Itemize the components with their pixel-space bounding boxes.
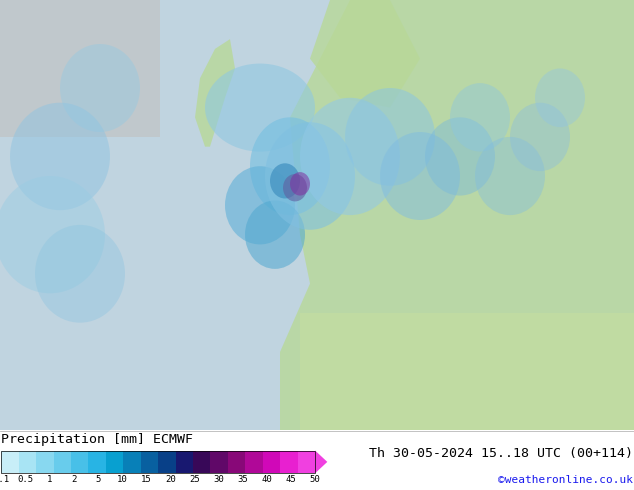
- Bar: [158, 450, 176, 473]
- Bar: [176, 450, 193, 473]
- Ellipse shape: [270, 163, 300, 198]
- Bar: [71, 450, 88, 473]
- Text: 15: 15: [141, 475, 152, 484]
- Text: 0.1: 0.1: [0, 475, 10, 484]
- Ellipse shape: [283, 174, 307, 201]
- Text: Th 30-05-2024 15..18 UTC (00+114): Th 30-05-2024 15..18 UTC (00+114): [369, 447, 633, 460]
- Ellipse shape: [380, 132, 460, 220]
- Text: 5: 5: [95, 475, 101, 484]
- Ellipse shape: [225, 166, 295, 245]
- Ellipse shape: [290, 172, 310, 196]
- Ellipse shape: [535, 69, 585, 127]
- Ellipse shape: [510, 103, 570, 171]
- Bar: [1, 450, 19, 473]
- Bar: [123, 450, 141, 473]
- Ellipse shape: [245, 200, 305, 269]
- Bar: [141, 450, 158, 473]
- Text: 25: 25: [189, 475, 200, 484]
- Ellipse shape: [300, 98, 400, 215]
- Text: 50: 50: [310, 475, 320, 484]
- Polygon shape: [195, 39, 235, 147]
- Text: Precipitation [mm] ECMWF: Precipitation [mm] ECMWF: [1, 433, 193, 446]
- Polygon shape: [310, 0, 420, 108]
- Bar: [1, 450, 315, 473]
- Ellipse shape: [0, 176, 105, 294]
- Bar: [89, 450, 106, 473]
- Ellipse shape: [205, 64, 315, 151]
- Bar: [280, 450, 298, 473]
- Bar: [36, 450, 53, 473]
- Ellipse shape: [265, 122, 355, 230]
- Bar: [228, 450, 245, 473]
- Bar: [245, 450, 262, 473]
- Ellipse shape: [475, 137, 545, 215]
- Ellipse shape: [450, 83, 510, 151]
- Polygon shape: [315, 450, 327, 473]
- Text: 0.5: 0.5: [17, 475, 34, 484]
- Bar: [53, 450, 71, 473]
- Bar: [193, 450, 210, 473]
- Bar: [210, 450, 228, 473]
- Polygon shape: [280, 0, 634, 430]
- Ellipse shape: [35, 225, 125, 323]
- Text: 45: 45: [285, 475, 296, 484]
- Bar: [300, 313, 634, 430]
- Text: 20: 20: [165, 475, 176, 484]
- Ellipse shape: [60, 44, 140, 132]
- Text: 10: 10: [117, 475, 127, 484]
- Text: 30: 30: [213, 475, 224, 484]
- Bar: [19, 450, 36, 473]
- Ellipse shape: [425, 117, 495, 196]
- Text: 2: 2: [71, 475, 76, 484]
- Text: 1: 1: [47, 475, 52, 484]
- Bar: [0, 0, 160, 137]
- Bar: [106, 450, 123, 473]
- Ellipse shape: [345, 88, 435, 186]
- Text: ©weatheronline.co.uk: ©weatheronline.co.uk: [498, 475, 633, 485]
- Ellipse shape: [250, 117, 330, 215]
- Text: 35: 35: [237, 475, 248, 484]
- Text: 40: 40: [261, 475, 272, 484]
- Bar: [262, 450, 280, 473]
- Bar: [298, 450, 315, 473]
- Ellipse shape: [10, 103, 110, 210]
